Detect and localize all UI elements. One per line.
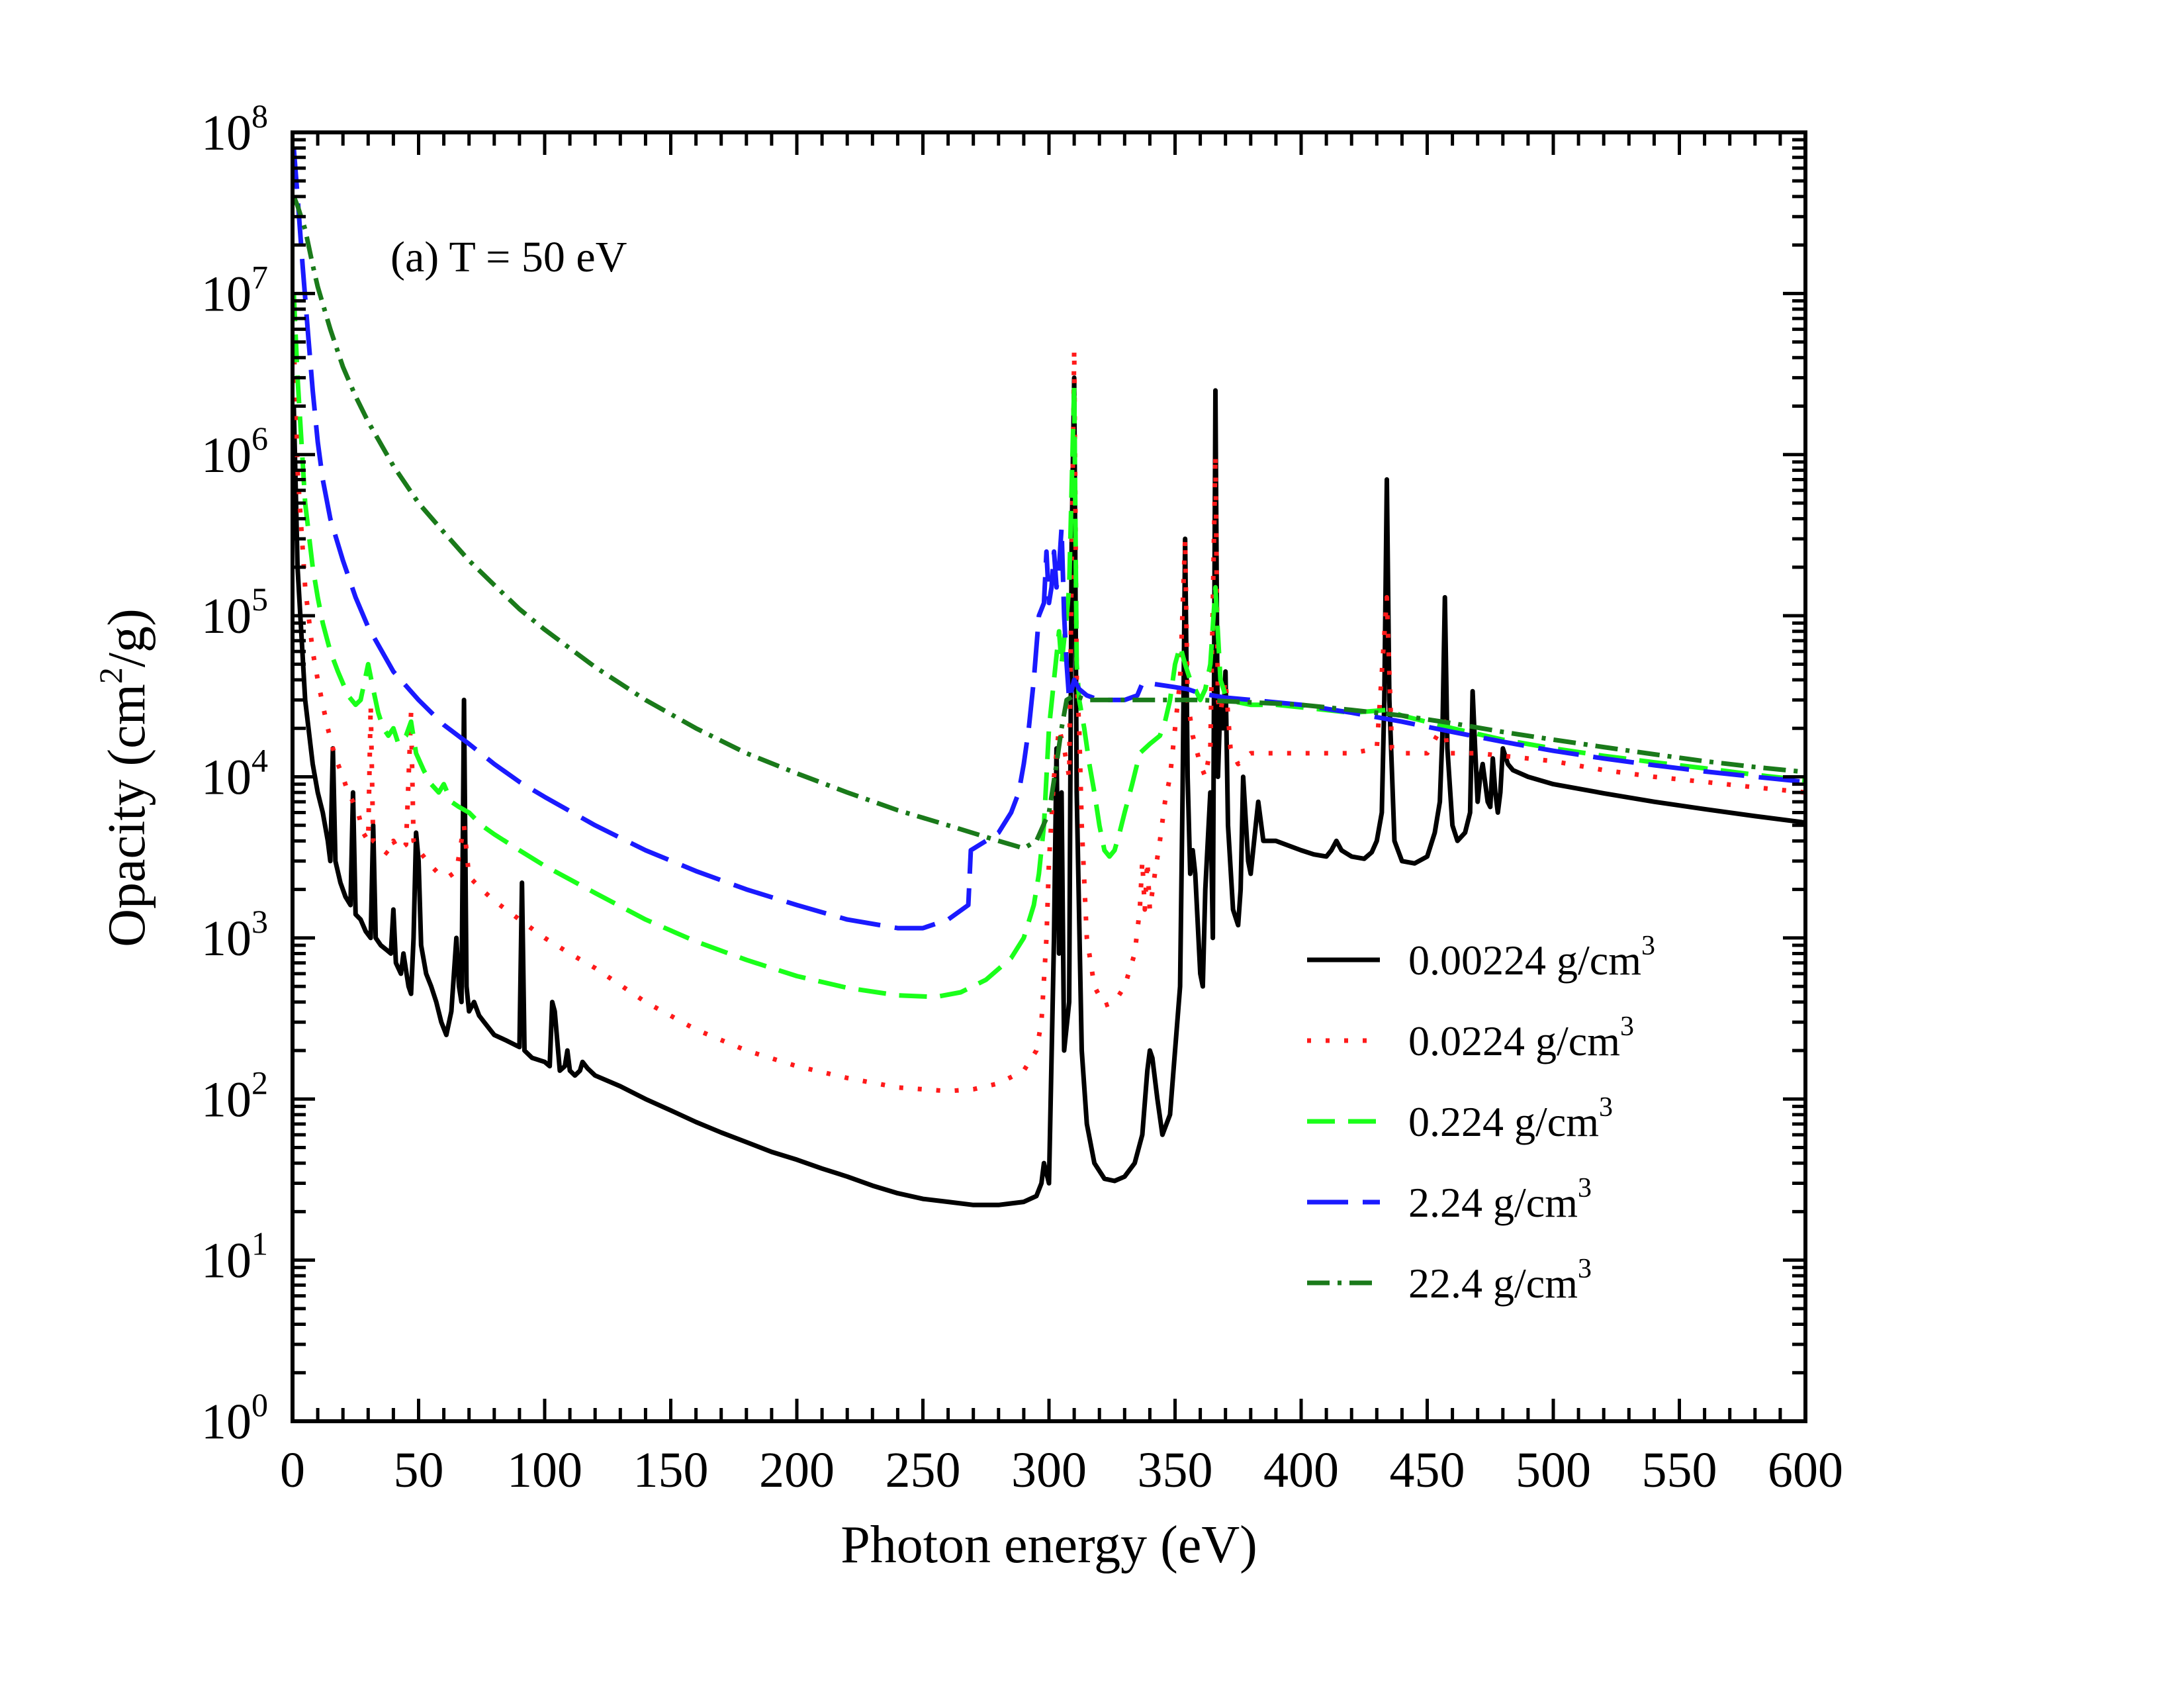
series-layer bbox=[293, 148, 1805, 1207]
axis-ticks bbox=[291, 130, 1807, 1423]
y-tick-label: 105 bbox=[201, 581, 268, 644]
x-tick-label: 500 bbox=[1516, 1442, 1591, 1498]
legend-label: 0.0224 g/cm bbox=[1408, 1017, 1620, 1064]
y-tick-label: 107 bbox=[201, 258, 268, 322]
y-tick-exponent: 2 bbox=[251, 1064, 268, 1101]
y-tick-exponent: 7 bbox=[251, 258, 268, 295]
x-tick-labels: 0 50 100 150 200 250 300 350 400 450 500 550 600 bbox=[280, 1442, 1843, 1498]
series-line-3 bbox=[293, 293, 1805, 1000]
x-tick-label: 350 bbox=[1138, 1442, 1213, 1498]
legend-label: 2.24 g/cm bbox=[1408, 1179, 1578, 1226]
y-tick-label: 102 bbox=[201, 1064, 268, 1127]
y-tick-base: 10 bbox=[201, 428, 251, 483]
legend-label-sup: 3 bbox=[1620, 1011, 1634, 1042]
x-tick-label: 450 bbox=[1390, 1442, 1465, 1498]
plot-frame bbox=[291, 130, 1807, 1423]
x-tick-label: 100 bbox=[507, 1442, 582, 1498]
legend-entry-4: 2.24 g/cm3 bbox=[1408, 1173, 1592, 1226]
x-tick-label: 600 bbox=[1768, 1442, 1843, 1498]
x-axis-title: Photon energy (eV) bbox=[841, 1516, 1257, 1574]
x-tick-label: 250 bbox=[886, 1442, 961, 1498]
y-tick-label: 108 bbox=[201, 97, 268, 161]
y-tick-exponent: 4 bbox=[251, 742, 268, 779]
y-axis-title: Opacity (cm2/g) bbox=[92, 608, 156, 947]
x-tick-label: 150 bbox=[633, 1442, 709, 1498]
y-tick-base: 10 bbox=[201, 1072, 251, 1127]
series-line-4 bbox=[293, 148, 1805, 931]
legend-label: 0.224 g/cm bbox=[1408, 1098, 1599, 1145]
legend-entry-1: 0.00224 g/cm3 bbox=[1408, 931, 1655, 984]
y-tick-base: 10 bbox=[201, 588, 251, 644]
legend-label: 22.4 g/cm bbox=[1408, 1260, 1578, 1307]
legend-label-sup: 3 bbox=[1599, 1092, 1613, 1123]
legend-label-sup: 3 bbox=[1578, 1254, 1592, 1284]
legend-label: 0.00224 g/cm bbox=[1408, 937, 1641, 984]
x-tick-label: 400 bbox=[1263, 1442, 1339, 1498]
x-tick-label: 50 bbox=[394, 1442, 444, 1498]
y-tick-base: 10 bbox=[201, 1233, 251, 1289]
y-axis-title-sup: 2 bbox=[92, 667, 129, 684]
y-tick-exponent: 8 bbox=[251, 97, 268, 134]
y-tick-exponent: 6 bbox=[251, 420, 268, 457]
series-line-5 bbox=[293, 195, 1805, 851]
legend-label-sup: 3 bbox=[1641, 931, 1655, 961]
series-line-1 bbox=[293, 375, 1805, 1207]
y-tick-label: 104 bbox=[201, 742, 268, 806]
y-tick-exponent: 1 bbox=[251, 1225, 268, 1262]
y-tick-label: 103 bbox=[201, 903, 268, 966]
legend-entry-2: 0.0224 g/cm3 bbox=[1408, 1011, 1634, 1064]
x-tick-label: 0 bbox=[280, 1442, 305, 1498]
y-tick-exponent: 5 bbox=[251, 581, 268, 618]
x-tick-label: 300 bbox=[1011, 1442, 1087, 1498]
y-tick-label: 100 bbox=[201, 1386, 268, 1450]
y-tick-base: 10 bbox=[201, 750, 251, 806]
legend-entry-5: 22.4 g/cm3 bbox=[1408, 1254, 1592, 1307]
y-axis-title-end: /g) bbox=[98, 608, 156, 667]
y-axis-title-main: Opacity (cm bbox=[98, 684, 156, 947]
legend-label-sup: 3 bbox=[1578, 1173, 1592, 1203]
y-tick-base: 10 bbox=[201, 105, 251, 161]
legend-entry-3: 0.224 g/cm3 bbox=[1408, 1092, 1613, 1145]
y-tick-base: 10 bbox=[201, 266, 251, 322]
y-tick-exponent: 0 bbox=[251, 1386, 268, 1423]
annotation-label: (a) T = 50 eV bbox=[390, 233, 627, 281]
x-tick-label: 200 bbox=[759, 1442, 835, 1498]
y-tick-label: 106 bbox=[201, 420, 268, 483]
x-tick-label: 550 bbox=[1642, 1442, 1717, 1498]
y-tick-base: 10 bbox=[201, 911, 251, 966]
y-tick-label: 101 bbox=[201, 1225, 268, 1289]
series-line-2 bbox=[293, 342, 1805, 1094]
y-tick-base: 10 bbox=[201, 1394, 251, 1450]
y-tick-exponent: 3 bbox=[251, 903, 268, 940]
